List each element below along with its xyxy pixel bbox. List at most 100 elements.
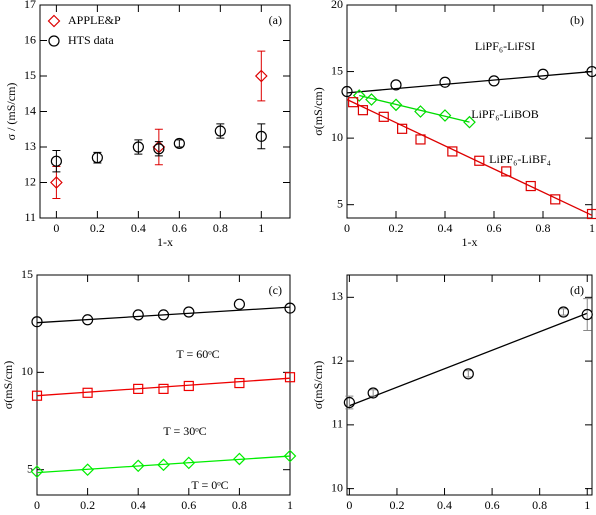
marker [414,105,427,118]
fit-line [346,70,593,94]
panel-label: (a) [269,13,282,27]
error-bar [257,50,266,102]
y-tick-label: 16 [24,32,36,46]
error-bar [175,139,184,148]
panel: 10 11 12 13 0 0.2 0.4 0.6 0.8 1 1-x σ(mS/cm) (d) [311,274,593,515]
marker [50,176,63,189]
y-axis-label: σ(mS/cm) [311,361,325,409]
marker [586,65,596,78]
marker [462,368,474,380]
panel: 5 10 15 20 0 0.2 0.4 0.6 0.8 1 1-x σ(mS/cm) (b) LiPF₆… [311,0,596,249]
marker [389,98,403,112]
marker [357,105,369,116]
plot-frame [346,274,593,496]
y-tick-label: 5 [27,461,33,475]
marker [525,180,536,192]
y-tick-label: 17 [24,0,36,11]
x-tick-label: 0.8 [213,221,228,235]
y-tick-label: 15 [24,68,36,82]
plot-frame [36,274,291,496]
x-axis-label: 1-x [157,235,173,249]
marker [183,380,194,392]
marker [50,155,62,167]
marker [586,208,596,220]
y-tick-label: 15 [331,63,343,77]
y-tick-label: 15 [21,267,33,281]
marker [183,306,195,318]
y-tick-label: 10 [331,130,343,144]
marker [234,377,245,389]
x-tick-label: 0.2 [389,221,404,235]
x-axis-label: 1-x [462,512,478,515]
x-tick-label: 0.8 [232,498,247,512]
y-tick-label: 13 [331,289,343,303]
marker [30,465,44,478]
x-tick-label: 0.4 [437,498,452,512]
x-tick-label: 0 [346,498,352,512]
error-bar [464,370,473,378]
marker [415,134,426,145]
marker [182,456,196,470]
marker [463,115,476,129]
marker [48,35,60,47]
y-tick-label: 12 [331,353,343,367]
x-tick-label: 0.2 [80,498,95,512]
marker [343,396,355,409]
error-bar [369,389,378,397]
marker [131,459,145,473]
fit-line [359,94,470,123]
series-label: LiPF₆-LiBOB [471,107,539,121]
x-axis-label: 1-x [462,235,478,249]
series-label: T = 30ᵒC [163,424,206,438]
marker [284,302,296,314]
marker [153,143,165,155]
y-tick-label: 12 [24,174,36,188]
y-tick-label: 10 [331,480,343,494]
marker [81,463,94,477]
panel-label: (c) [269,283,282,297]
marker [283,449,297,463]
marker [488,75,500,87]
marker [284,372,296,383]
error-bar [257,123,266,150]
marker [82,387,93,398]
error-bar [345,395,354,410]
marker [91,152,103,164]
plot-frame [346,4,593,219]
marker [233,452,246,466]
x-tick-label: 1 [258,221,264,235]
y-tick-label: 14 [24,103,36,117]
marker [557,306,570,318]
y-tick-label: 10 [21,364,33,378]
marker [390,79,402,91]
marker [31,316,43,328]
panel-label: (d) [570,283,584,297]
marker [447,146,458,157]
y-axis-label: σ(mS/cm) [1,361,15,409]
y-tick-label: 20 [331,0,343,11]
marker [439,76,451,88]
y-tick-label: 5 [337,196,343,210]
x-tick-label: 0.6 [181,498,196,512]
marker [254,69,268,83]
marker [341,85,353,98]
error-bar [559,308,568,316]
y-tick-label: 11 [24,210,36,224]
x-tick-label: 1 [589,221,595,235]
series-label: T = 60ᵒC [176,347,219,361]
legend-label: HTS data [68,33,114,47]
x-tick-label: 0.2 [389,498,404,512]
x-tick-label: 0 [53,221,59,235]
marker [397,123,408,134]
y-axis-label: σ(mS/cm) [311,87,325,135]
marker [581,308,593,321]
marker [348,97,359,108]
marker [47,14,61,28]
x-tick-label: 0.8 [536,221,551,235]
error-bar [52,150,61,173]
x-tick-label: 0 [344,221,350,235]
marker [550,194,561,205]
x-tick-label: 0 [34,498,40,512]
marker [214,125,226,137]
